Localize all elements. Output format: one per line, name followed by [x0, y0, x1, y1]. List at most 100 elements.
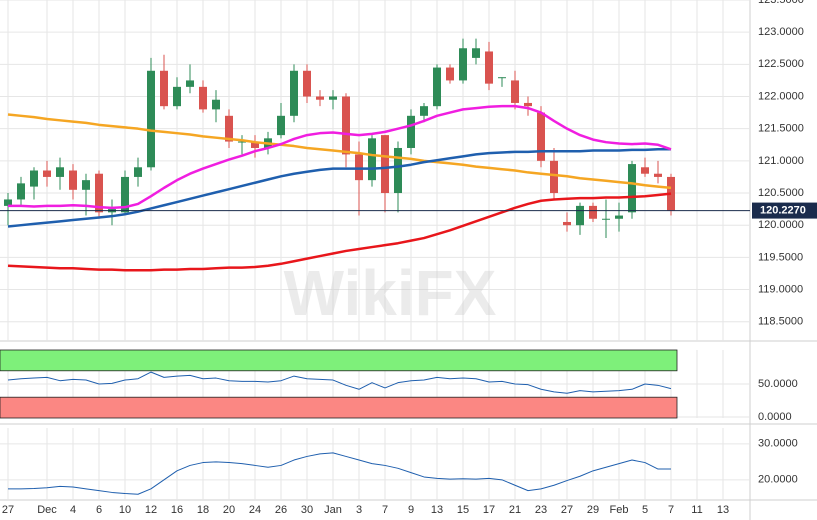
- y-tick-label: 122.5000: [758, 58, 804, 70]
- y-tick-label: 30.0000: [758, 438, 798, 450]
- candle-body: [394, 147, 402, 194]
- candle-body: [95, 173, 103, 213]
- candle-body: [446, 67, 454, 81]
- candle-body: [537, 112, 545, 161]
- candle-body: [511, 80, 519, 103]
- candle-body: [615, 215, 623, 219]
- candle-body: [134, 167, 142, 177]
- candle-body: [550, 160, 558, 194]
- candle-body: [277, 115, 285, 136]
- x-tick-label: 13: [717, 504, 729, 516]
- x-tick-label: 9: [408, 504, 414, 516]
- candle-body: [4, 199, 12, 206]
- x-tick-label: 30: [301, 504, 313, 516]
- y-tick-label: 120.0000: [758, 219, 804, 231]
- x-tick-label: 29: [587, 504, 599, 516]
- candle-body: [576, 205, 584, 226]
- candle-body: [56, 167, 64, 177]
- x-tick-label: Dec: [37, 504, 57, 516]
- x-tick-label: 7: [382, 504, 388, 516]
- zone-band: [0, 396, 678, 419]
- y-tick-label: 20.0000: [758, 474, 798, 486]
- indicator-line: [7, 371, 672, 394]
- watermark: WikiFX: [284, 257, 497, 329]
- x-tick-label: 15: [457, 504, 469, 516]
- indicator-line: [7, 148, 671, 228]
- x-tick-label: 6: [96, 504, 102, 516]
- candle-body: [30, 170, 38, 187]
- candle-body: [433, 67, 441, 107]
- candle-body: [329, 96, 337, 100]
- x-tick-label: 10: [119, 504, 131, 516]
- x-tick-label: 18: [197, 504, 209, 516]
- y-tick-label: 121.0000: [758, 155, 804, 167]
- x-tick-label: 17: [483, 504, 495, 516]
- x-tick-label: 27: [2, 504, 14, 516]
- candle-body: [472, 48, 480, 58]
- candle-body: [173, 86, 181, 107]
- y-tick-label: 120.5000: [758, 187, 804, 199]
- indicator-line: [7, 192, 672, 272]
- candle-body: [303, 70, 311, 97]
- candle-body: [17, 183, 25, 200]
- candle-body: [381, 135, 389, 194]
- candle-body: [186, 80, 194, 87]
- y-tick-label: 118.5000: [758, 316, 803, 328]
- candle-body: [602, 218, 610, 220]
- candle-body: [654, 173, 662, 177]
- candle-body: [251, 141, 259, 148]
- candle-body: [316, 96, 324, 100]
- candle-body: [641, 167, 649, 174]
- x-tick-label: 24: [249, 504, 261, 516]
- candle-body: [212, 99, 220, 110]
- candle-body: [485, 51, 493, 84]
- x-tick-label: 4: [70, 504, 76, 516]
- candle-body: [407, 115, 415, 148]
- last-price-box: [752, 202, 817, 219]
- indicator-line: [8, 452, 671, 495]
- x-tick-label: Feb: [610, 504, 629, 516]
- candle-body: [43, 170, 51, 177]
- x-tick-label: 3: [356, 504, 362, 516]
- last-price-label: 120.2270: [760, 204, 806, 216]
- x-tick-label: 13: [431, 504, 443, 516]
- indicator-line: [8, 104, 672, 210]
- x-tick-label: 23: [535, 504, 547, 516]
- x-tick-label: Jan: [324, 504, 342, 516]
- x-tick-label: 11: [691, 504, 702, 516]
- x-tick-label: 12: [145, 504, 157, 516]
- y-tick-label: 123.5000: [758, 0, 804, 6]
- x-tick-label: 7: [668, 504, 674, 516]
- candle-body: [69, 170, 77, 190]
- x-tick-label: 16: [171, 504, 183, 516]
- y-tick-label: 50.0000: [758, 378, 798, 390]
- candle-body: [628, 164, 636, 213]
- candle-body: [225, 115, 233, 142]
- x-tick-label: 5: [642, 504, 648, 516]
- candle-body: [160, 70, 168, 107]
- y-tick-label: 119.5000: [758, 251, 803, 263]
- candle-body: [524, 102, 532, 107]
- candle-body: [82, 180, 90, 190]
- candle-body: [199, 86, 207, 110]
- candle-body: [290, 70, 298, 116]
- indicator-line: [7, 113, 672, 190]
- candle-body: [368, 138, 376, 181]
- candle-body: [589, 205, 597, 219]
- y-tick-label: 0.0000: [758, 411, 792, 423]
- y-tick-label: 119.0000: [758, 283, 803, 295]
- candle-body: [342, 96, 350, 155]
- x-tick-label: 21: [509, 504, 521, 516]
- zone-band: [0, 349, 678, 372]
- candle-body: [459, 48, 467, 81]
- candle-body: [238, 141, 246, 143]
- y-tick-label: 123.0000: [758, 26, 804, 38]
- candle-body: [355, 154, 363, 181]
- candle-body: [121, 176, 129, 213]
- x-tick-label: 20: [223, 504, 235, 516]
- candle-body: [147, 70, 155, 168]
- candle-body: [563, 221, 571, 226]
- x-tick-label: 26: [275, 504, 287, 516]
